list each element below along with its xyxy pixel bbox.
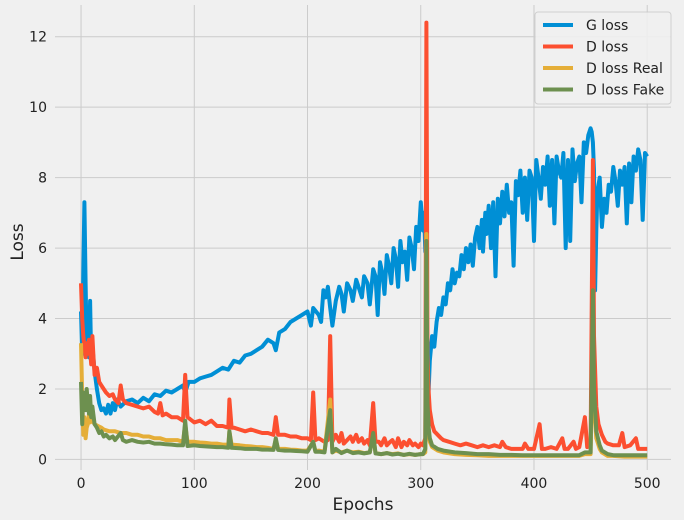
legend-box <box>534 11 672 105</box>
series-line-d-loss-real <box>79 232 648 459</box>
x-tick-label: 400 <box>521 476 548 492</box>
y-tick-label: 6 <box>38 241 47 257</box>
legend: G loss D loss D loss Real D loss Fake <box>534 11 672 105</box>
y-tick-label: 2 <box>38 382 47 398</box>
y-tick-label: 8 <box>38 171 47 187</box>
y-tick-labels: 0 2 4 6 8 10 12 <box>29 30 47 469</box>
x-tick-label: 100 <box>181 476 208 492</box>
legend-label-d-loss: D loss <box>586 40 628 56</box>
y-tick-label: 12 <box>29 30 47 46</box>
series-line-d-loss-fake <box>79 239 648 458</box>
legend-label-g-loss: G loss <box>586 18 628 34</box>
grid <box>55 5 671 470</box>
series-line-g-loss <box>79 126 649 416</box>
y-tick-label: 0 <box>38 452 47 468</box>
series-lines <box>79 20 649 459</box>
series-line-d-loss <box>79 20 648 451</box>
x-tick-labels: 0 100 200 300 400 500 <box>77 476 661 492</box>
x-axis-label: Epochs <box>333 495 394 515</box>
y-tick-label: 10 <box>29 100 47 116</box>
y-tick-label: 4 <box>38 312 47 328</box>
legend-label-d-loss-real: D loss Real <box>586 61 663 77</box>
x-tick-label: 200 <box>294 476 321 492</box>
x-tick-label: 300 <box>407 476 434 492</box>
x-tick-label: 0 <box>77 476 86 492</box>
x-tick-label: 500 <box>634 476 661 492</box>
y-axis-label: Loss <box>8 223 28 260</box>
legend-label-d-loss-fake: D loss Fake <box>586 83 664 99</box>
